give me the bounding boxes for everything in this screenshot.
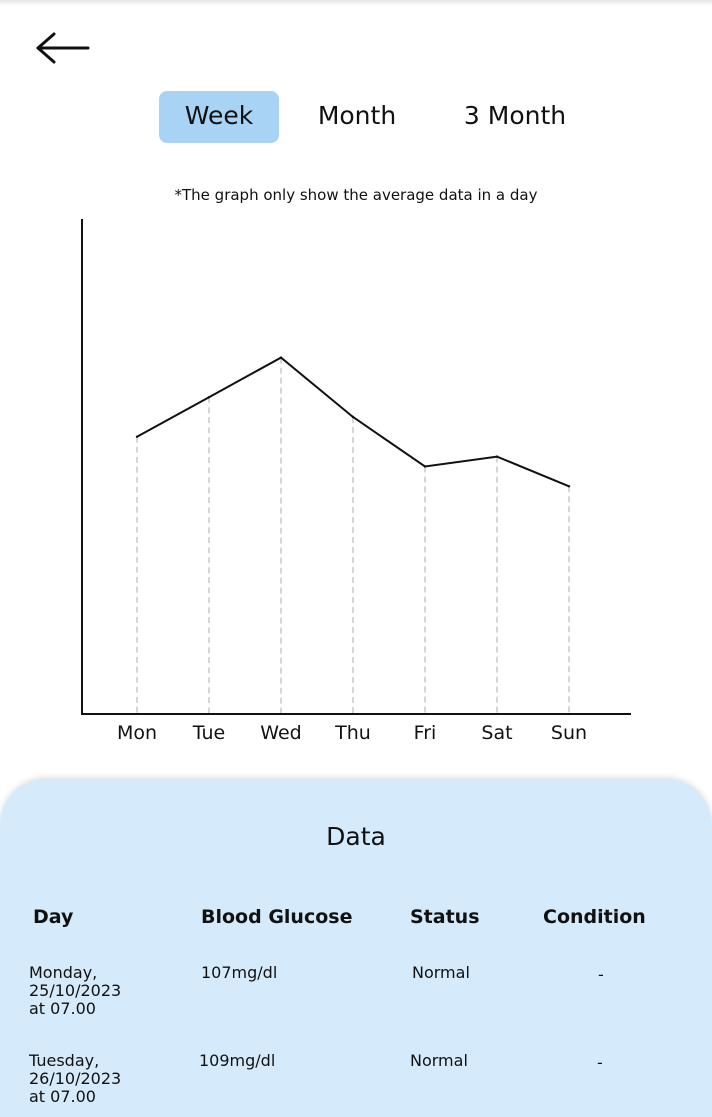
- table-row-condition: -: [598, 965, 604, 984]
- table-row-day: Tuesday, 26/10/2023 at 07.00: [29, 1051, 122, 1106]
- table-row-glucose: 107mg/dl: [201, 963, 278, 982]
- data-panel-title: Data: [326, 822, 386, 851]
- table-row-condition: -: [597, 1053, 603, 1072]
- data-point-fri: [423, 465, 427, 468]
- data-point-wed: [279, 356, 283, 359]
- data-point-sat: [495, 455, 499, 458]
- table-row-glucose: 109mg/dl: [199, 1051, 276, 1070]
- data-point-thu: [351, 415, 355, 419]
- column-header-status: Status: [410, 906, 480, 928]
- table-row-status: Normal: [412, 963, 470, 982]
- tab-week[interactable]: Week: [159, 91, 279, 143]
- column-header-blood-glucose: Blood Glucose: [201, 906, 353, 928]
- arrow-left-icon: [36, 32, 90, 64]
- x-tick-label-tue: Tue: [192, 722, 225, 744]
- weekly-glucose-chart: Mon Tue Wed Thu Fri Sat Sun: [81, 219, 631, 744]
- x-tick-label-mon: Mon: [117, 722, 157, 744]
- table-row-status: Normal: [410, 1051, 468, 1070]
- x-tick-label-thu: Thu: [334, 722, 371, 744]
- data-point-mon: [135, 435, 139, 438]
- back-button[interactable]: [30, 26, 94, 70]
- x-tick-label-wed: Wed: [260, 722, 301, 744]
- x-tick-label-sat: Sat: [481, 722, 512, 744]
- data-panel: [0, 779, 712, 1117]
- tab-3-month[interactable]: 3 Month: [463, 101, 567, 130]
- column-header-condition: Condition: [543, 906, 646, 928]
- tab-month[interactable]: Month: [317, 101, 397, 130]
- data-point-tue: [207, 396, 211, 399]
- column-header-day: Day: [33, 906, 74, 928]
- data-point-sun: [567, 485, 571, 488]
- table-row-day: Monday, 25/10/2023 at 07.00: [29, 963, 122, 1018]
- top-bar-shadow: [0, 0, 712, 6]
- graph-note: *The graph only show the average data in…: [174, 186, 538, 204]
- x-tick-label-sun: Sun: [551, 722, 587, 744]
- x-tick-label-fri: Fri: [414, 722, 437, 744]
